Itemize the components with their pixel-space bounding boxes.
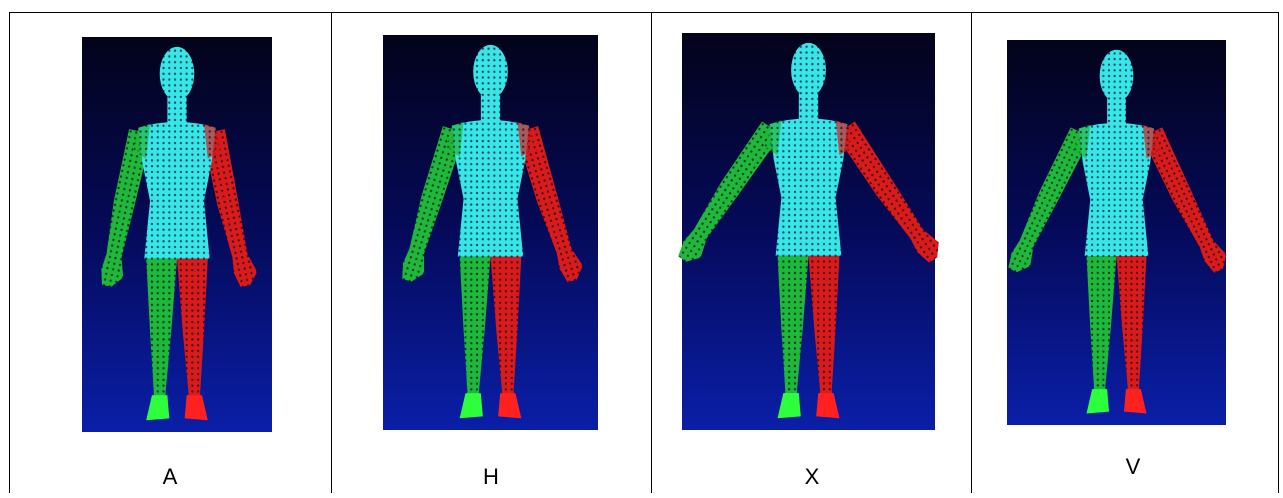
figure-cell: V [1003,40,1231,479]
torso [139,122,216,259]
torso [452,120,529,257]
head [473,45,508,99]
torso [770,118,847,255]
figure-cell: H [383,35,598,489]
neck [799,93,818,120]
torso [1079,123,1154,256]
cell-label: A [163,464,178,489]
figure-cell: A [82,37,272,489]
figure-table: AHXV [0,0,1283,493]
neck [1107,99,1126,125]
head [1100,50,1134,103]
head [791,43,826,97]
figure-cell: X [673,33,945,489]
neck [167,97,186,124]
cell-label: X [805,464,820,489]
head [160,47,195,101]
page: AHXV (() => { const data = JSON.parse(do… [0,0,1283,493]
cell-label: H [483,464,499,489]
cell-label: V [1126,454,1141,479]
neck [481,95,500,122]
